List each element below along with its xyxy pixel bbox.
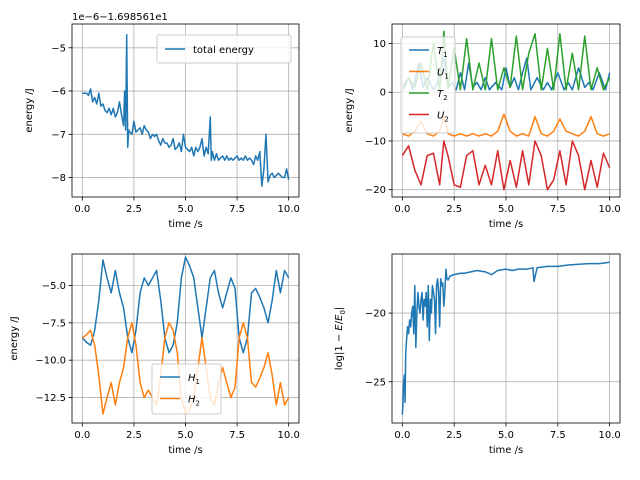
y-tick-label: −25: [365, 377, 386, 388]
chart-panel-1: 0.0 2.5 5.0 7.5 10.0 −8 −7 −6 −5 time /s energy /J…: [24, 12, 300, 230]
legend: T1 U1 T2 U2: [400, 36, 456, 134]
chart-panel-2: 0.0 2.5 5.0 7.5 10.0 −20 −10 0 10 time /s energy /…: [344, 23, 621, 230]
x-tick-label: 5.0: [178, 430, 194, 441]
legend-label: T2: [437, 89, 448, 102]
legend-label: U2: [437, 111, 449, 124]
y-tick-label: 10: [373, 39, 386, 50]
legend: total energy: [156, 34, 292, 64]
x-tick-label: 0.0: [74, 204, 90, 215]
y-tick-label: −8: [51, 173, 66, 184]
legend-frame: [400, 36, 456, 134]
x-tick-label: 7.5: [550, 430, 566, 441]
x-tick-label: 0.0: [394, 430, 410, 441]
x-axis-label: time /s: [489, 445, 523, 456]
y-axis-label: log|1 − E/E0|: [334, 307, 347, 371]
x-tick-label: 5.0: [178, 204, 194, 215]
y-tick-label: −20: [365, 185, 386, 196]
series-line-total-energy: [82, 34, 290, 187]
x-tick-label: 7.5: [550, 204, 566, 215]
legend-frame: [151, 363, 222, 415]
legend-label: total energy: [193, 45, 254, 56]
x-tick-label: 2.5: [126, 430, 142, 441]
x-tick-label: 2.5: [446, 204, 462, 215]
legend: H1 H2: [151, 363, 222, 415]
series-line-u2: [401, 140, 611, 191]
legend-frame: [156, 34, 292, 64]
y-tick-label: −7.5: [42, 318, 66, 329]
y-tick-label: −6: [51, 87, 66, 98]
y-axis-label: energy /J: [24, 88, 35, 132]
chart-panel-3: 0.0 2.5 5.0 7.5 10.0 −12.5 −10.0 −7.5 −5.0 time /…: [9, 253, 300, 456]
x-tick-label: 10.0: [278, 204, 300, 215]
x-axis-label: time /s: [168, 219, 202, 230]
panels: 0.0 2.5 5.0 7.5 10.0 −8 −7 −6 −5 time /s energy /J…: [9, 12, 621, 456]
series-line-value: [401, 261, 610, 415]
x-tick-label: 0.0: [74, 430, 90, 441]
series-line-h1: [81, 256, 290, 354]
x-tick-label: 2.5: [126, 204, 142, 215]
chart-panel-4: 0.0 2.5 5.0 7.5 10.0 −25 −20 time /s log|1 − E/E…: [334, 253, 621, 456]
x-axis-label: time /s: [489, 219, 523, 230]
x-tick-label: 10.0: [599, 204, 621, 215]
x-tick-label: 5.0: [498, 430, 514, 441]
y-tick-label: −5.0: [42, 281, 66, 292]
x-tick-label: 7.5: [229, 204, 245, 215]
x-tick-label: 2.5: [446, 430, 462, 441]
legend-label: U1: [437, 68, 449, 81]
x-tick-label: 7.5: [229, 430, 245, 441]
axis-offset-text: 1e−6−1.698561e1: [72, 12, 168, 23]
x-tick-label: 0.0: [394, 204, 410, 215]
legend-label: H1: [188, 373, 200, 386]
x-tick-label: 5.0: [498, 204, 514, 215]
y-tick-label: −20: [365, 309, 386, 320]
y-tick-label: −7: [51, 130, 66, 141]
y-axis-label: energy /J: [344, 88, 355, 132]
x-tick-label: 10.0: [599, 430, 621, 441]
x-tick-label: 10.0: [278, 430, 300, 441]
legend-label: H2: [188, 395, 200, 408]
x-axis-label: time /s: [168, 445, 202, 456]
y-tick-label: −5: [51, 43, 66, 54]
y-tick-label: 0: [380, 88, 386, 99]
y-tick-label: −10.0: [35, 356, 66, 367]
legend-label: T1: [437, 46, 448, 59]
y-tick-label: −10: [365, 136, 386, 147]
y-axis-label: energy /J: [9, 316, 20, 360]
y-tick-label: −12.5: [35, 393, 66, 404]
